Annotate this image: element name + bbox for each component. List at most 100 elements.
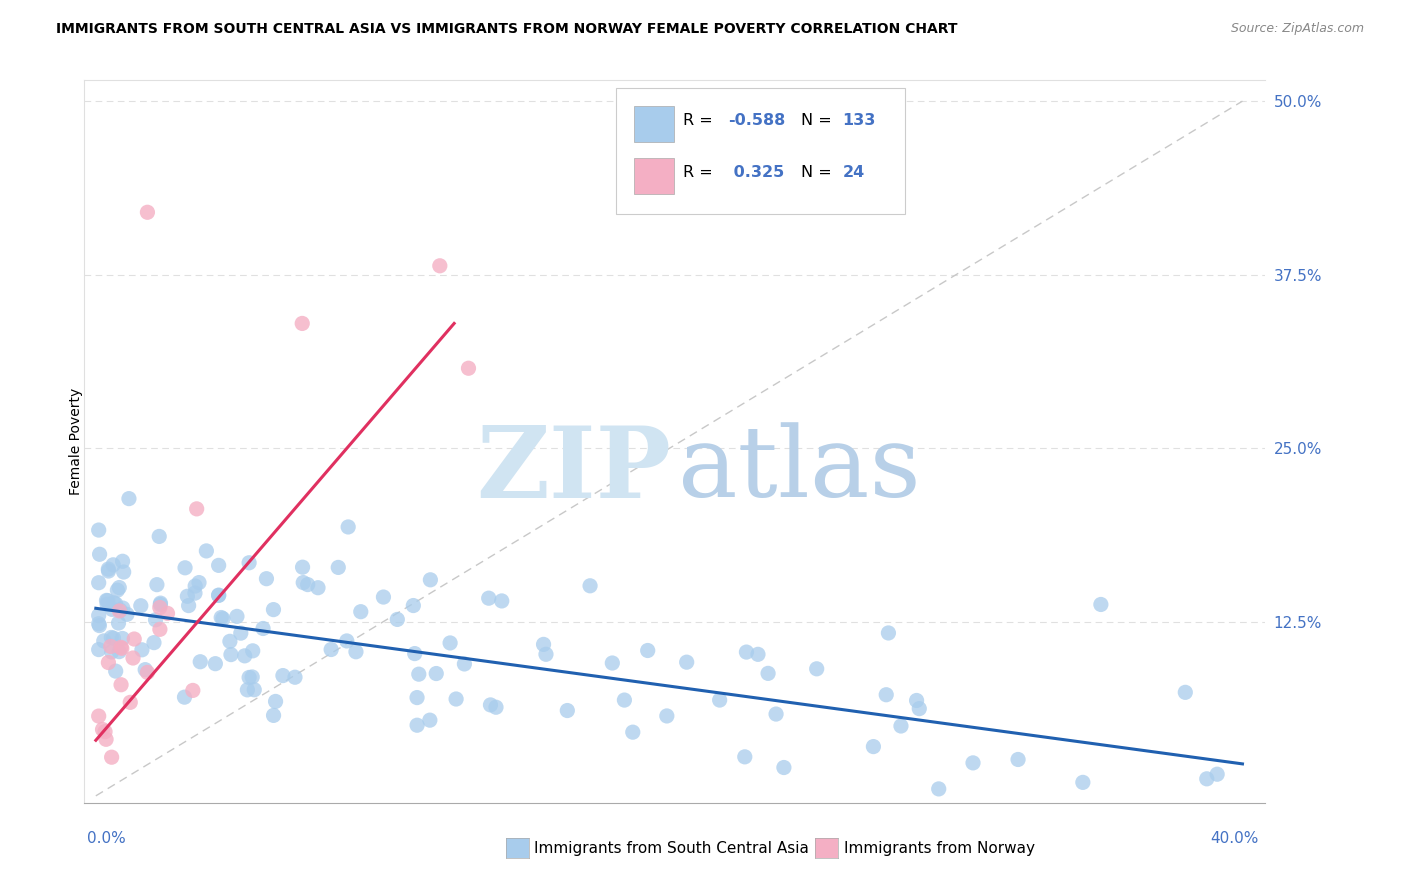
Point: [425, 666, 447, 681]
Text: -0.588: -0.588: [728, 112, 786, 128]
Point: [208, 558, 231, 573]
Point: [1071, 775, 1094, 789]
Point: [429, 259, 451, 273]
Point: [226, 609, 249, 624]
Point: [1090, 598, 1112, 612]
Point: [108, 581, 131, 595]
Point: [1195, 772, 1218, 786]
Point: [105, 583, 128, 598]
Point: [534, 648, 557, 662]
Point: [457, 361, 479, 376]
Point: [263, 708, 285, 723]
Point: [149, 623, 172, 637]
Point: [747, 648, 769, 662]
Point: [765, 707, 787, 722]
Point: [115, 607, 138, 622]
Point: [655, 709, 678, 723]
Point: [149, 598, 172, 612]
Point: [136, 665, 159, 680]
Point: [806, 662, 828, 676]
Point: [204, 657, 226, 671]
Point: [402, 599, 425, 613]
Text: 40.0%: 40.0%: [1211, 831, 1258, 846]
Point: [104, 664, 127, 678]
Point: [97, 656, 120, 670]
Text: ZIP: ZIP: [477, 422, 671, 519]
Point: [219, 648, 242, 662]
Point: [145, 613, 167, 627]
Point: [97, 593, 120, 607]
Point: [875, 688, 897, 702]
Point: [120, 695, 142, 709]
Point: [602, 656, 624, 670]
Point: [134, 663, 156, 677]
Point: [240, 670, 263, 684]
Point: [122, 632, 145, 646]
Point: [91, 723, 114, 737]
Point: [100, 750, 122, 764]
Point: [100, 631, 122, 645]
Point: [111, 632, 134, 646]
Text: N =: N =: [801, 112, 837, 128]
Point: [1174, 685, 1197, 699]
Point: [87, 616, 110, 631]
Point: [174, 561, 197, 575]
Point: [176, 589, 198, 603]
Point: [146, 577, 169, 591]
Point: [96, 593, 118, 607]
Point: [242, 644, 264, 658]
Point: [478, 591, 501, 606]
Point: [350, 605, 373, 619]
Point: [238, 556, 260, 570]
Point: [188, 655, 211, 669]
Point: [877, 626, 900, 640]
Point: [184, 586, 207, 600]
Point: [96, 598, 118, 612]
Point: [621, 725, 644, 739]
Text: 133: 133: [842, 112, 876, 128]
Text: R =: R =: [683, 112, 718, 128]
Point: [238, 670, 260, 684]
Point: [186, 501, 208, 516]
Point: [1206, 767, 1229, 781]
Point: [136, 205, 159, 219]
Point: [143, 635, 166, 649]
Point: [337, 520, 360, 534]
Point: [89, 547, 111, 561]
FancyBboxPatch shape: [634, 106, 673, 142]
Point: [734, 749, 756, 764]
Point: [233, 648, 256, 663]
Point: [321, 642, 343, 657]
Point: [908, 701, 931, 715]
Point: [129, 599, 152, 613]
Point: [419, 573, 441, 587]
Point: [491, 594, 513, 608]
Point: [291, 560, 314, 574]
Point: [444, 692, 467, 706]
Point: [97, 564, 120, 578]
Point: [87, 608, 110, 623]
Point: [271, 668, 294, 682]
Point: [406, 690, 429, 705]
Point: [735, 645, 758, 659]
Point: [94, 724, 117, 739]
Text: 24: 24: [842, 165, 865, 180]
Text: IMMIGRANTS FROM SOUTH CENTRAL ASIA VS IMMIGRANTS FROM NORWAY FEMALE POVERTY CORR: IMMIGRANTS FROM SOUTH CENTRAL ASIA VS IM…: [56, 22, 957, 37]
Point: [485, 700, 508, 714]
Point: [264, 694, 287, 708]
Point: [93, 634, 115, 648]
Point: [97, 562, 120, 576]
Point: [112, 565, 135, 579]
Point: [212, 612, 235, 626]
Point: [773, 760, 796, 774]
Point: [87, 575, 110, 590]
Point: [111, 601, 134, 615]
Text: atlas: atlas: [679, 423, 921, 518]
Point: [195, 544, 218, 558]
Point: [387, 612, 409, 626]
Point: [173, 690, 195, 705]
Point: [262, 602, 284, 616]
FancyBboxPatch shape: [634, 158, 673, 194]
Point: [108, 604, 131, 618]
Point: [87, 642, 110, 657]
